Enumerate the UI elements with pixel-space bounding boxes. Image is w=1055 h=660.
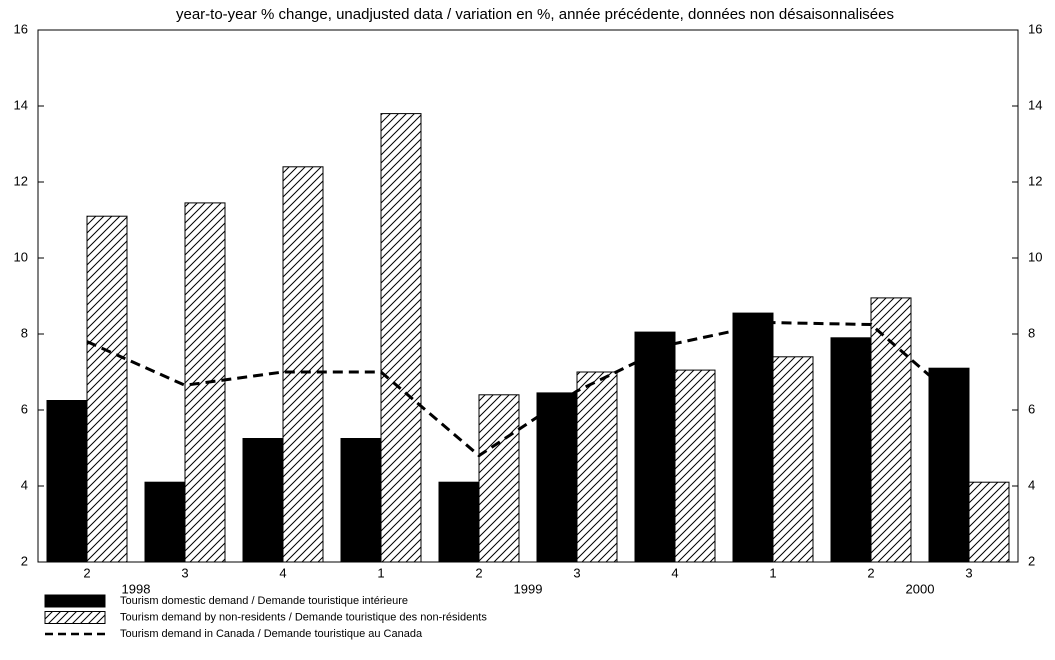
bar (830, 337, 872, 563)
year-label: 2000 (906, 581, 935, 596)
legend-label: Tourism domestic demand / Demande touris… (120, 595, 408, 607)
bar (438, 481, 480, 563)
y2-tick-label: 10 (1028, 249, 1042, 264)
x-tick-label: 2 (475, 565, 482, 580)
chart-title: year-to-year % change, unadjusted data /… (176, 6, 894, 23)
bar (576, 371, 618, 563)
x-tick-label: 1 (769, 565, 776, 580)
line (86, 321, 970, 458)
y2-tick-label: 12 (1028, 173, 1042, 188)
year-label: 1998 (122, 581, 151, 596)
plot-frame (37, 29, 1019, 563)
y2-tick-label: 6 (1028, 401, 1035, 416)
bar (968, 481, 1010, 563)
x-tick-label: 3 (573, 565, 580, 580)
x-tick-label: 1 (377, 565, 384, 580)
y2-tick-label: 14 (1028, 97, 1042, 112)
y-tick-label: 10 (14, 249, 28, 264)
y2-tick-label: 8 (1028, 325, 1035, 340)
bar (732, 312, 774, 563)
bar (634, 331, 676, 563)
bar (928, 367, 970, 563)
legend-label: Tourism demand by non-residents / Demand… (120, 611, 487, 623)
bar (86, 215, 128, 563)
x-tick-label: 3 (965, 565, 972, 580)
y-tick-label: 12 (14, 173, 28, 188)
bar (282, 166, 324, 563)
bar (870, 297, 912, 563)
legend-label: Tourism demand in Canada / Demande touri… (120, 628, 423, 640)
y2-tick-label: 4 (1028, 477, 1035, 492)
x-tick-label: 2 (83, 565, 90, 580)
bar (184, 202, 226, 563)
bar (46, 400, 88, 563)
bar (340, 438, 382, 563)
bar (772, 356, 814, 563)
bar (478, 394, 520, 563)
legend-swatch (44, 611, 106, 624)
bar (242, 438, 284, 563)
y-tick-label: 2 (21, 553, 28, 568)
x-tick-label: 2 (867, 565, 874, 580)
y-tick-label: 14 (14, 97, 28, 112)
y-tick-label: 4 (21, 477, 28, 492)
x-tick-label: 4 (671, 565, 678, 580)
y-tick-label: 16 (14, 21, 28, 36)
bar (380, 113, 422, 563)
legend-swatch (44, 594, 106, 608)
y-tick-label: 6 (21, 401, 28, 416)
bar (144, 481, 186, 563)
bar (674, 369, 716, 563)
y-tick-label: 8 (21, 325, 28, 340)
x-tick-label: 3 (181, 565, 188, 580)
y2-tick-label: 16 (1028, 21, 1042, 36)
y2-tick-label: 2 (1028, 553, 1035, 568)
bar (536, 392, 578, 563)
year-label: 1999 (514, 581, 543, 596)
x-tick-label: 4 (279, 565, 286, 580)
